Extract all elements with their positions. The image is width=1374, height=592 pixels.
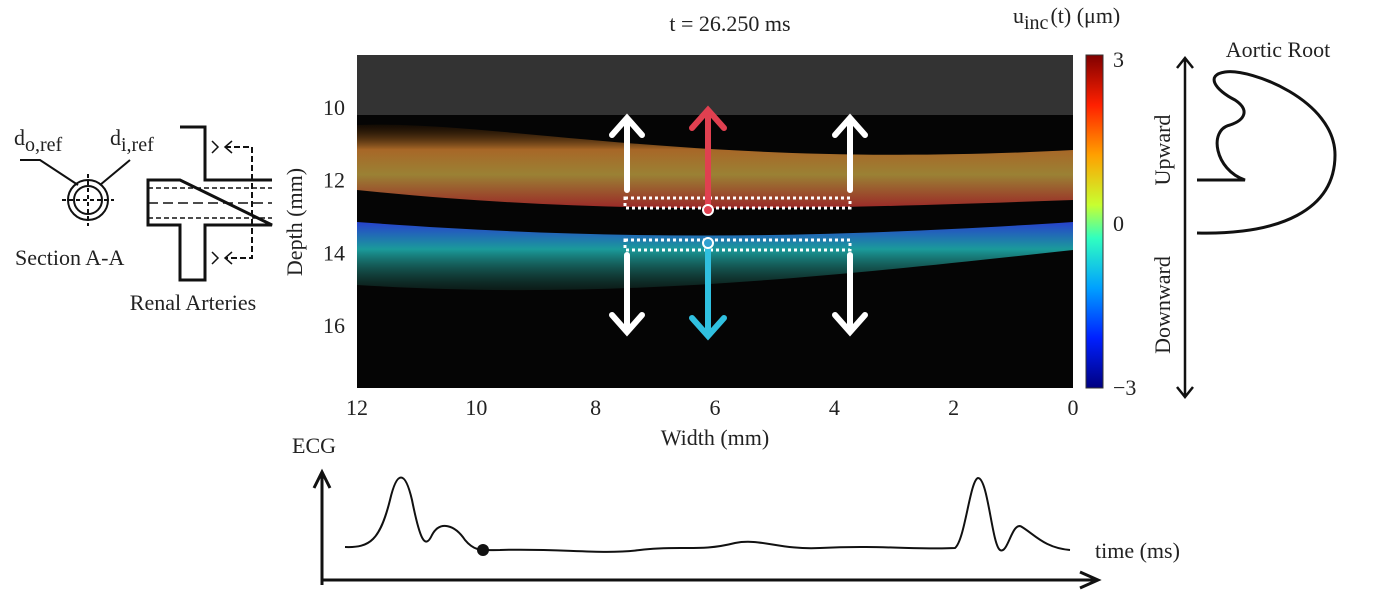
y-tick-label: 12 <box>323 168 345 193</box>
x-tick-label: 8 <box>590 395 601 420</box>
renal-label: Renal Arteries <box>130 290 256 315</box>
upward-label: Upward <box>1150 115 1175 186</box>
y-tick-label: 14 <box>323 240 345 265</box>
aortic-root-drawing <box>1197 72 1335 233</box>
x-axis-label: Width (mm) <box>661 425 770 450</box>
colorbar-tick-label: 0 <box>1113 211 1124 236</box>
colorbar-label: uinc(t) (μm) <box>1013 3 1120 34</box>
x-tick-label: 0 <box>1068 395 1079 420</box>
x-tick-label: 12 <box>346 395 368 420</box>
renal-drawing <box>148 127 272 280</box>
y-tick-label: 16 <box>323 313 345 338</box>
x-tick-label: 6 <box>710 395 721 420</box>
figure: t = 26.250 ms Width (mm) Depth (mm) 12 10… <box>0 0 1374 592</box>
section-label: Section A-A <box>15 245 124 270</box>
y-tick-label: 10 <box>323 95 345 120</box>
x-tick-label: 2 <box>948 395 959 420</box>
tissue-texture <box>357 55 1073 115</box>
aortic-root-label: Aortic Root <box>1226 37 1331 62</box>
upper-point <box>703 205 713 215</box>
downward-label: Downward <box>1150 256 1175 354</box>
direction-arrow <box>1177 58 1193 397</box>
ecg-axes <box>314 472 1098 588</box>
section-drawing <box>20 160 130 226</box>
x-tick-label: 4 <box>829 395 840 420</box>
ecg-time-marker <box>477 544 489 556</box>
ecg-label: ECG <box>292 433 336 458</box>
d-inner-label: di,ref <box>110 125 154 156</box>
time-label: t = 26.250 ms <box>669 11 790 36</box>
colorbar-tick-label: −3 <box>1113 375 1136 400</box>
y-axis-label: Depth (mm) <box>282 168 307 276</box>
x-tick-label: 10 <box>465 395 487 420</box>
ecg-x-label: time (ms) <box>1095 538 1180 563</box>
colorbar <box>1086 55 1103 388</box>
colorbar-tick-label: 3 <box>1113 47 1124 72</box>
d-outer-label: do,ref <box>14 125 63 156</box>
lower-point <box>703 238 713 248</box>
ecg-trace <box>345 478 1070 552</box>
